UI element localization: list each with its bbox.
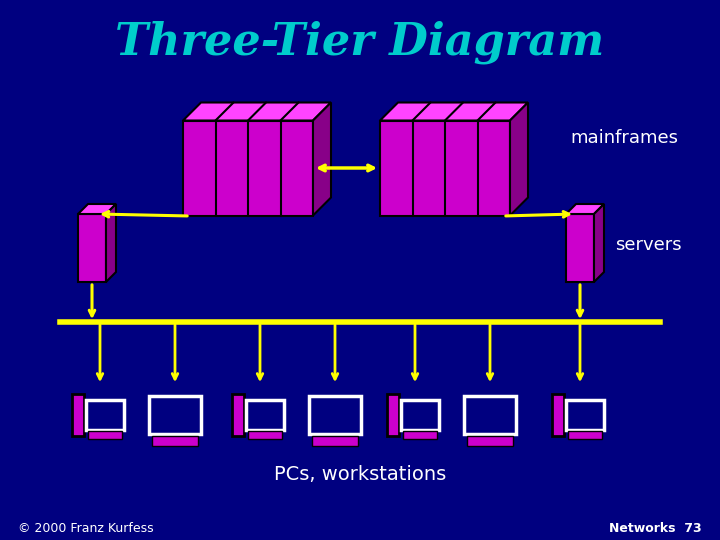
Bar bbox=[152, 436, 198, 446]
Bar bbox=[401, 400, 439, 430]
Text: PCs, workstations: PCs, workstations bbox=[274, 465, 446, 484]
Bar bbox=[246, 400, 284, 430]
Bar bbox=[86, 400, 124, 430]
Bar bbox=[232, 394, 244, 436]
Bar bbox=[566, 400, 604, 430]
Bar bbox=[78, 214, 106, 282]
Polygon shape bbox=[183, 103, 331, 120]
Polygon shape bbox=[313, 103, 331, 215]
Bar bbox=[566, 214, 594, 282]
Text: Three-Tier Diagram: Three-Tier Diagram bbox=[115, 20, 605, 64]
Bar bbox=[183, 120, 313, 215]
Bar bbox=[312, 436, 358, 446]
Polygon shape bbox=[106, 204, 116, 282]
Bar bbox=[72, 394, 84, 436]
Bar bbox=[309, 396, 361, 434]
Bar bbox=[403, 431, 437, 439]
Bar bbox=[88, 431, 122, 439]
Bar bbox=[248, 431, 282, 439]
Text: mainframes: mainframes bbox=[570, 129, 678, 147]
Bar bbox=[552, 394, 564, 436]
Polygon shape bbox=[78, 204, 116, 214]
Bar bbox=[467, 436, 513, 446]
Polygon shape bbox=[594, 204, 604, 282]
Polygon shape bbox=[380, 103, 528, 120]
Bar bbox=[464, 396, 516, 434]
Polygon shape bbox=[510, 103, 528, 215]
Bar bbox=[380, 120, 510, 215]
Text: © 2000 Franz Kurfess: © 2000 Franz Kurfess bbox=[18, 522, 153, 535]
Bar bbox=[149, 396, 201, 434]
Polygon shape bbox=[566, 204, 604, 214]
Bar bbox=[387, 394, 399, 436]
Bar bbox=[568, 431, 602, 439]
Text: Networks  73: Networks 73 bbox=[609, 522, 702, 535]
Text: servers: servers bbox=[615, 236, 682, 254]
